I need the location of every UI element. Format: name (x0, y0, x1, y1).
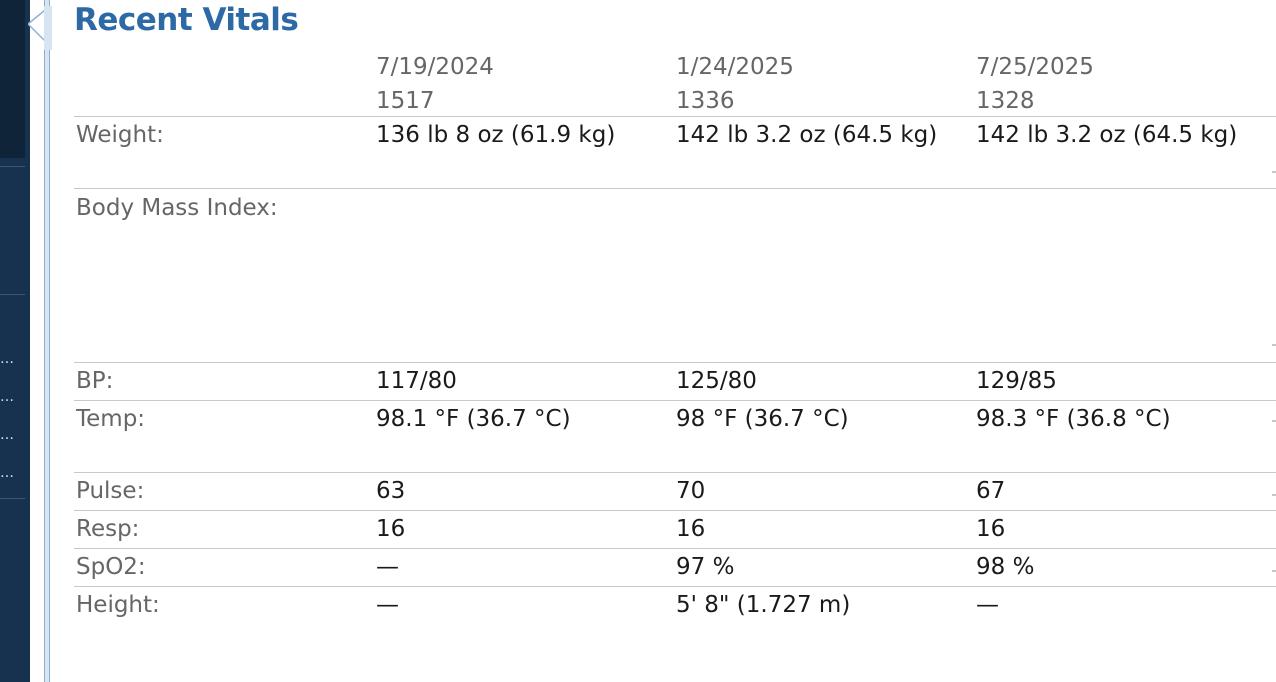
row-divider (74, 510, 1276, 511)
row-divider (74, 548, 1276, 549)
row-value: 63 (376, 478, 406, 504)
clipped-column-edge (1272, 420, 1276, 422)
nav-top-block (0, 0, 25, 158)
row-label: Weight: (76, 122, 164, 148)
row-divider (74, 472, 1276, 473)
row-value: 16 (976, 516, 1006, 542)
row-value: 129/85 (976, 368, 1057, 394)
row-value: 142 lb 3.2 oz (64.5 kg) (676, 122, 938, 148)
row-label: SpO2: (76, 554, 146, 580)
panel-title: Recent Vitals (74, 2, 299, 38)
row-value: 98 °F (36.7 °C) (676, 406, 849, 432)
column-date: 1/24/2025 (676, 54, 794, 80)
row-label: Body Mass Index: (76, 195, 278, 221)
row-value: — (376, 554, 399, 580)
row-label: Temp: (76, 406, 146, 432)
nav-divider (0, 294, 25, 295)
column-time: 1517 (376, 88, 435, 114)
row-value: 125/80 (676, 368, 757, 394)
row-divider (74, 188, 1276, 189)
row-divider (74, 586, 1276, 587)
nav-item-truncated[interactable]: … (0, 389, 14, 405)
row-value: 97 % (676, 554, 735, 580)
row-value: 98.1 °F (36.7 °C) (376, 406, 571, 432)
row-value: 136 lb 8 oz (61.9 kg) (376, 122, 616, 148)
row-divider (74, 400, 1276, 401)
column-time: 1328 (976, 88, 1035, 114)
row-value: 67 (976, 478, 1006, 504)
column-header: 7/19/2024 1517 (376, 50, 494, 118)
row-value: — (376, 592, 399, 618)
row-label: Resp: (76, 516, 140, 542)
row-value: 5' 8" (1.727 m) (676, 592, 851, 618)
nav-item-truncated[interactable]: … (0, 427, 14, 443)
nav-item-truncated[interactable]: … (0, 465, 14, 481)
nav-item-truncated[interactable]: … (0, 351, 14, 367)
row-label: Pulse: (76, 478, 145, 504)
row-label: Height: (76, 592, 160, 618)
row-divider (74, 116, 1276, 117)
clipped-column-edge (1272, 344, 1276, 346)
column-header: 1/24/2025 1336 (676, 50, 794, 118)
row-value: 16 (376, 516, 406, 542)
row-value: 98 % (976, 554, 1035, 580)
panel-border (44, 0, 50, 682)
column-date: 7/25/2025 (976, 54, 1094, 80)
nav-divider (0, 498, 25, 499)
row-value: 98.3 °F (36.8 °C) (976, 406, 1171, 432)
column-date: 7/19/2024 (376, 54, 494, 80)
row-value: 142 lb 3.2 oz (64.5 kg) (976, 122, 1238, 148)
row-value: 16 (676, 516, 706, 542)
nav-divider (0, 166, 25, 167)
row-value: 117/80 (376, 368, 457, 394)
clipped-column-edge (1272, 171, 1276, 173)
left-nav-strip: … … … … (0, 0, 30, 682)
clipped-column-edge (1272, 570, 1276, 572)
column-header: 7/25/2025 1328 (976, 50, 1094, 118)
column-time: 1336 (676, 88, 735, 114)
row-value: 70 (676, 478, 706, 504)
row-divider (74, 362, 1276, 363)
row-label: BP: (76, 368, 114, 394)
row-value: — (976, 592, 999, 618)
clipped-column-edge (1272, 494, 1276, 496)
